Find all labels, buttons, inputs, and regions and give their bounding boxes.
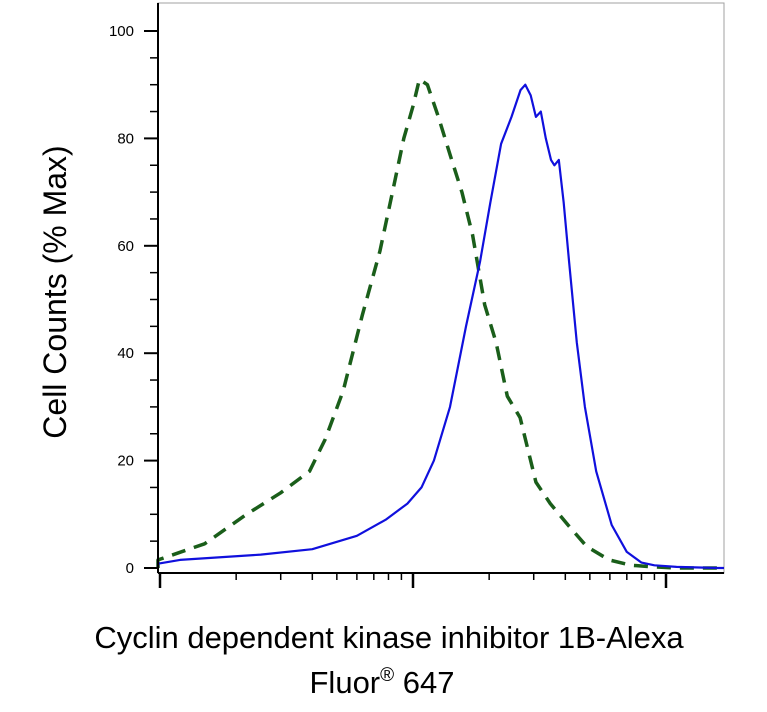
y-tick-label: 20	[117, 453, 134, 470]
series-line-dashed	[156, 77, 724, 570]
y-tick-label: 40	[117, 345, 134, 362]
plot-frame	[157, 2, 725, 574]
y-tick-label: 80	[117, 130, 134, 147]
y-tick-label: 0	[126, 560, 134, 577]
x-axis-title-line1: Cyclin dependent kinase inhibitor 1B-Ale…	[94, 620, 684, 655]
x-axis-title-registered-mark: ®	[380, 665, 394, 686]
series-layer	[156, 77, 724, 570]
x-axis-title-line2: Fluor® 647	[310, 665, 455, 700]
series-line-solid	[156, 83, 724, 570]
x-axis-ticks	[158, 573, 668, 588]
y-axis-ticks: 0 20 40 60 80 100	[109, 23, 158, 577]
y-axis-title: Cell Counts (% Max)	[37, 145, 73, 438]
y-tick-label: 60	[117, 238, 134, 255]
y-tick-label: 100	[109, 23, 134, 40]
x-axis-title-fluor: Fluor	[310, 665, 381, 700]
x-axis-title-number: 647	[394, 665, 454, 700]
